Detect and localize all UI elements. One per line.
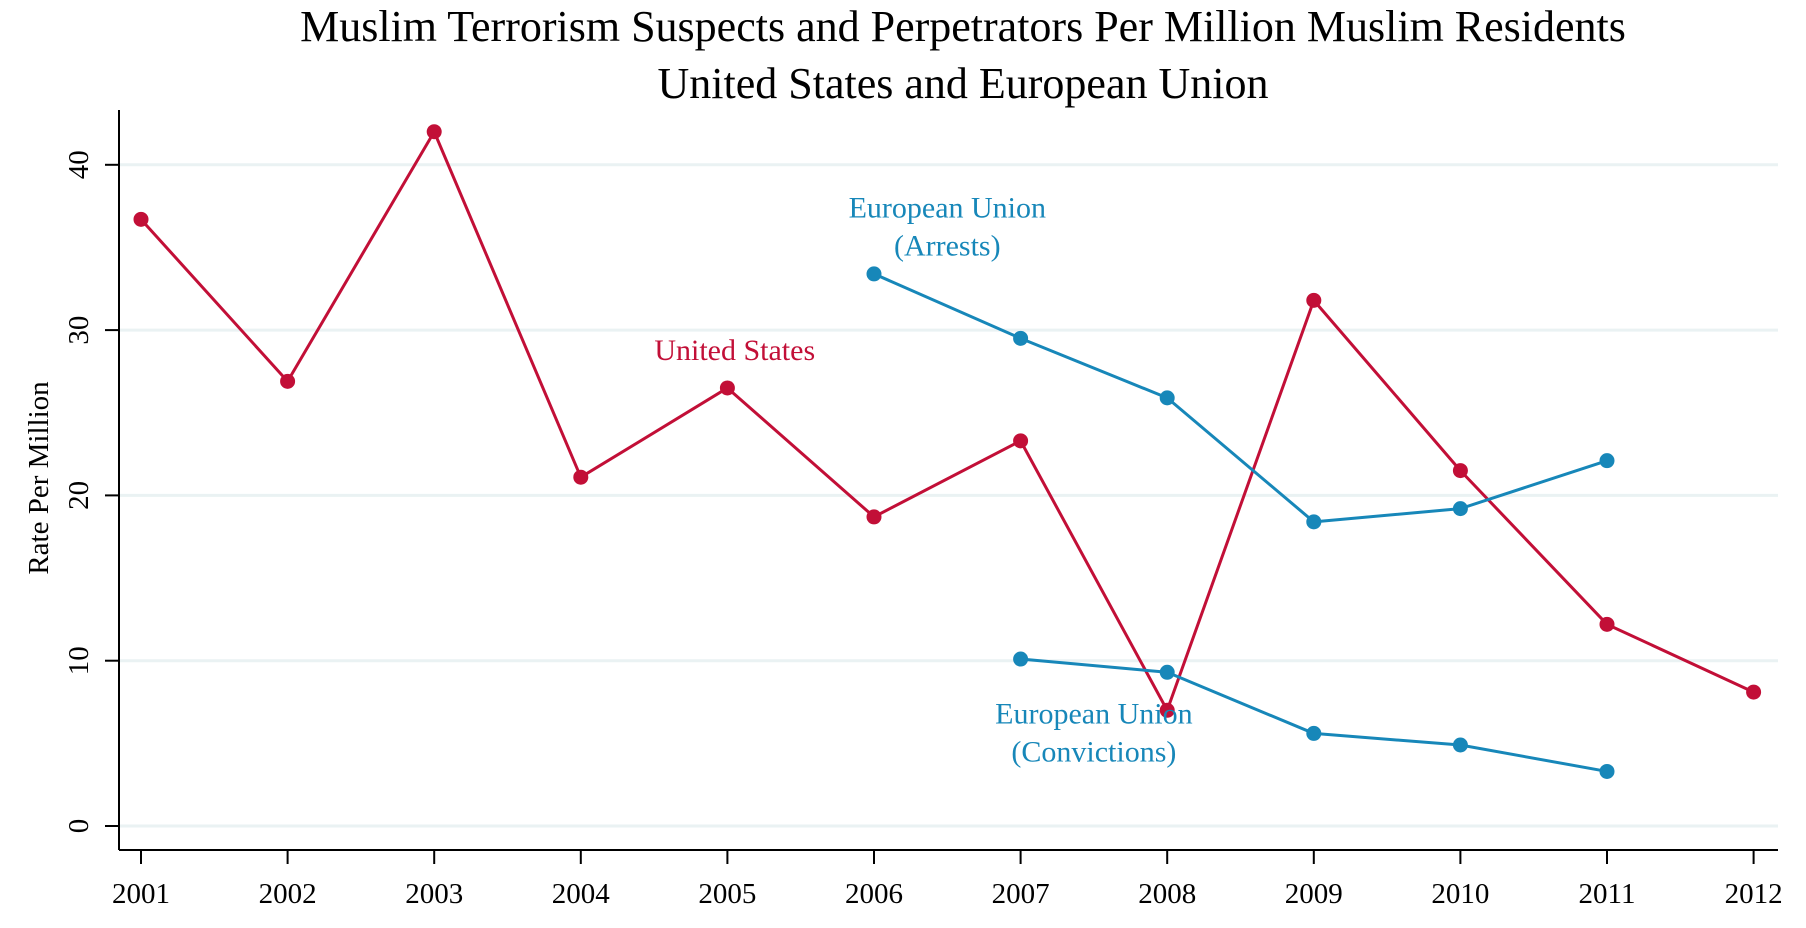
y-tick-label: 30 bbox=[63, 316, 95, 345]
data-point bbox=[573, 469, 589, 485]
y-tick-label: 10 bbox=[63, 646, 95, 675]
x-tick-label: 2002 bbox=[259, 878, 317, 910]
data-point bbox=[1452, 463, 1468, 479]
y-tick-label: 40 bbox=[63, 150, 95, 179]
y-tick-label: 0 bbox=[63, 819, 95, 834]
grid-lines bbox=[120, 163, 1778, 828]
data-point bbox=[866, 509, 882, 525]
series-line-european-union-arrests bbox=[873, 272, 1608, 524]
data-point bbox=[280, 373, 296, 389]
data-point bbox=[1452, 737, 1468, 753]
data-point bbox=[1599, 453, 1615, 469]
y-ticks: 0 10 20 30 40 bbox=[63, 150, 119, 833]
data-point bbox=[1159, 664, 1175, 680]
series-labels: United States European Union (Arrests) Euro… bbox=[654, 192, 1192, 769]
x-tick-label: 2007 bbox=[992, 878, 1050, 910]
series-european-union-convictions bbox=[1013, 651, 1615, 779]
data-point bbox=[1599, 616, 1615, 632]
x-ticks: 2001 2002 2003 2004 2005 2006 2007 2008 2009 2010… bbox=[112, 850, 1783, 910]
series-european-union-arrests bbox=[866, 266, 1615, 530]
series bbox=[133, 124, 1762, 779]
x-tick-label: 2005 bbox=[698, 878, 756, 910]
series-label-european-union-convictions: (Convictions) bbox=[1011, 736, 1176, 769]
data-point bbox=[1159, 390, 1175, 406]
data-point bbox=[1306, 725, 1322, 741]
series-label-european-union-arrests: (Arrests) bbox=[894, 230, 1001, 263]
chart-title-line-2: United States and European Union bbox=[658, 59, 1269, 108]
x-tick-label: 2011 bbox=[1579, 878, 1636, 910]
data-point bbox=[1599, 763, 1615, 779]
data-point bbox=[1746, 684, 1762, 700]
data-point bbox=[1306, 514, 1322, 530]
data-point bbox=[866, 266, 882, 282]
y-tick-label: 20 bbox=[63, 481, 95, 510]
data-point bbox=[1306, 292, 1322, 308]
data-point bbox=[1013, 651, 1029, 667]
data-point bbox=[1452, 501, 1468, 517]
series-label-european-union-convictions: European Union bbox=[995, 698, 1192, 731]
data-point bbox=[133, 211, 149, 227]
x-tick-label: 2012 bbox=[1725, 878, 1783, 910]
series-line-united-states bbox=[139, 130, 1755, 712]
x-tick-label: 2006 bbox=[845, 878, 903, 910]
series-label-united-states: United States bbox=[654, 334, 815, 367]
y-axis-label: Rate Per Million bbox=[23, 381, 55, 575]
x-tick-label: 2008 bbox=[1138, 878, 1196, 910]
data-point bbox=[1013, 330, 1029, 346]
axes bbox=[118, 110, 1778, 851]
x-tick-label: 2004 bbox=[552, 878, 611, 910]
chart-title-line-1: Muslim Terrorism Suspects and Perpetrato… bbox=[300, 2, 1626, 51]
x-tick-label: 2010 bbox=[1431, 878, 1489, 910]
data-point bbox=[1159, 702, 1175, 718]
x-tick-label: 2001 bbox=[112, 878, 170, 910]
series-label-european-union-arrests: European Union bbox=[849, 192, 1046, 225]
series-united-states bbox=[133, 124, 1762, 718]
x-tick-label: 2003 bbox=[405, 878, 463, 910]
data-point bbox=[719, 380, 735, 396]
x-tick-label: 2009 bbox=[1285, 878, 1343, 910]
data-point bbox=[1013, 433, 1029, 449]
data-point bbox=[426, 124, 442, 140]
